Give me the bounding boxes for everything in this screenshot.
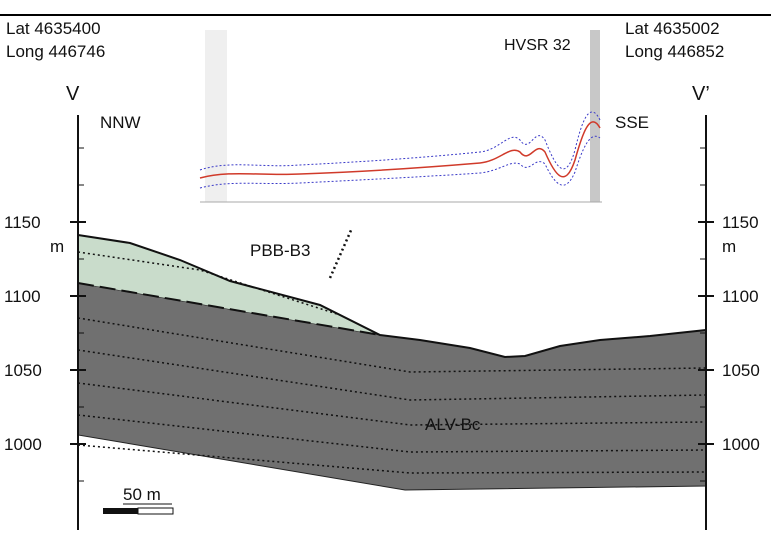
left-lat: Lat 4635400 xyxy=(6,19,101,38)
left-long: Long 446746 xyxy=(6,42,105,61)
right-long: Long 446852 xyxy=(625,42,724,61)
right-lat: Lat 4635002 xyxy=(625,19,720,38)
left-label: 1000 xyxy=(4,435,42,454)
right-label: 1150 xyxy=(722,213,759,232)
inset-title: HVSR 32 xyxy=(504,37,571,54)
inset-frame xyxy=(197,27,605,210)
section-start: V xyxy=(66,83,80,105)
right-label: 1100 xyxy=(722,287,759,306)
cross-section: Lat 4635400 Long 446746 Lat 4635002 Long… xyxy=(0,0,771,530)
section-end: V’ xyxy=(692,83,710,105)
left-label: 1150 xyxy=(4,213,41,232)
inset-shade xyxy=(590,30,600,202)
end-direction: SSE xyxy=(615,113,649,132)
left-unit: m xyxy=(50,237,64,256)
scale-black xyxy=(103,508,138,514)
left-label: 1100 xyxy=(4,287,41,306)
right-label: 1050 xyxy=(722,361,760,380)
lower-unit-label: ALV-Bc xyxy=(425,415,481,434)
right-label: 1000 xyxy=(722,435,760,454)
hvsr-inset: HVSR 32 xyxy=(197,27,605,210)
upper-unit-label: PBB-B3 xyxy=(250,241,310,260)
left-label: 1050 xyxy=(4,361,42,380)
right-unit: m xyxy=(722,237,736,256)
scale-white xyxy=(138,508,173,514)
scale-label: 50 m xyxy=(123,485,161,504)
start-direction: NNW xyxy=(100,113,141,132)
